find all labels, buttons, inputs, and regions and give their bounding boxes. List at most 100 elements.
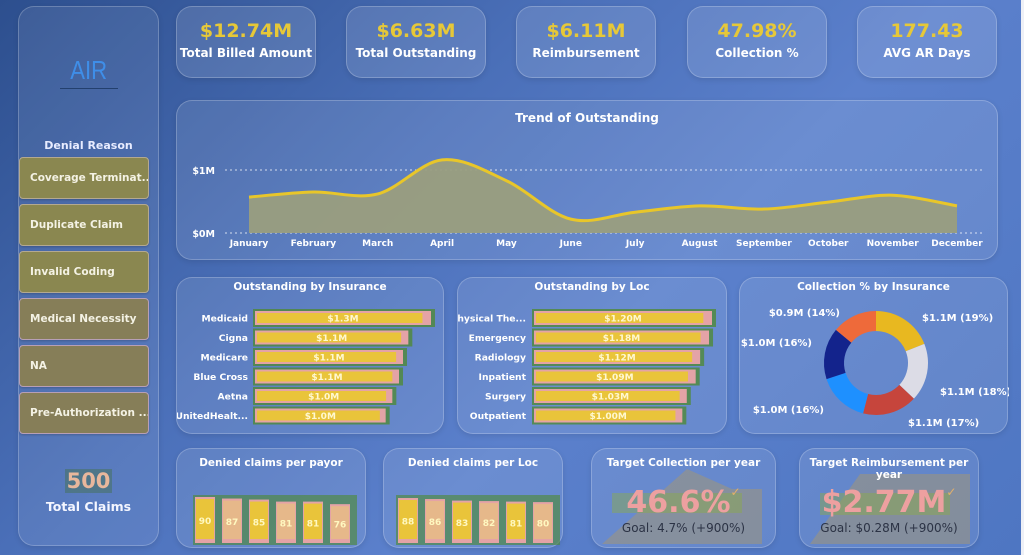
x-tick-label: June xyxy=(559,239,582,249)
target-collection-goal: Goal: 4.7% (+900%) xyxy=(621,521,746,535)
target-collection-value: 46.6%✓ xyxy=(592,485,775,520)
bar xyxy=(536,410,676,421)
x-tick-label: May xyxy=(496,239,517,249)
total-claims-card: 500 Total Claims xyxy=(19,469,158,514)
data-label: $1.1M xyxy=(313,354,344,364)
donut-slice xyxy=(876,311,925,352)
category-label: Surgery xyxy=(485,392,526,403)
card-title: Target Collection per year xyxy=(606,457,761,469)
kpi-value: 47.98% xyxy=(717,20,797,42)
denial-reason-slicer-title: Denial Reason xyxy=(44,139,133,152)
bar xyxy=(257,371,393,382)
check-icon: ✓ xyxy=(730,485,741,499)
chart-title: Denied claims per payor xyxy=(199,457,343,469)
category-label: Radiology xyxy=(475,353,526,364)
logo: AIR xyxy=(19,55,158,89)
card-title: Target Reimbursement per year xyxy=(809,457,969,481)
kpi-total-outstanding: $6.63M Total Outstanding xyxy=(346,6,486,78)
column xyxy=(399,500,417,539)
category-label: Medicaid xyxy=(202,314,248,325)
data-label: $1.03M xyxy=(592,393,629,403)
column xyxy=(480,503,498,539)
highlight-band xyxy=(612,493,742,513)
category-label: Outpatient xyxy=(470,411,527,422)
data-label: $1.0M xyxy=(305,412,336,422)
check-icon: ✓ xyxy=(946,485,957,499)
data-label: $1.20M xyxy=(604,315,641,325)
donut-slice xyxy=(835,311,876,343)
data-label: 88 xyxy=(402,518,415,528)
bar xyxy=(536,391,680,401)
category-label: Cigna xyxy=(219,333,248,344)
column xyxy=(196,499,214,539)
target-value-text: 46.6% xyxy=(626,485,731,520)
kpi-collection-pct: 47.98% Collection % xyxy=(687,6,827,78)
kpi-reimbursement: $6.11M Reimbursement xyxy=(516,6,656,78)
slicer-item-medical-necessity[interactable]: Medical Necessity xyxy=(19,298,149,340)
x-tick-label: October xyxy=(808,239,849,249)
goal-shape xyxy=(602,469,762,544)
target-collection-bg-shape xyxy=(602,469,762,544)
category-label: UnitedHealt... xyxy=(177,411,248,422)
collection-by-insurance-chart: Collection % by Insurance $1.1M (19%) $1.… xyxy=(739,277,1009,434)
logo-underline xyxy=(59,88,118,89)
donut-slice xyxy=(826,372,869,414)
bar xyxy=(536,313,704,323)
column xyxy=(277,503,295,539)
kpi-label: Collection % xyxy=(715,46,799,60)
kpi-value: 177.43 xyxy=(890,20,964,42)
slicer-item-na[interactable]: NA xyxy=(19,345,149,387)
data-label: $1.0M xyxy=(308,393,339,403)
bar xyxy=(257,391,387,401)
bar xyxy=(536,371,688,382)
chart-title: Outstanding by Loc xyxy=(534,281,650,293)
category-label: Blue Cross xyxy=(193,372,248,383)
loc-columns: 88 86 83 82 81 80 xyxy=(396,495,560,545)
slicer-item-duplicate-claim[interactable]: Duplicate Claim xyxy=(19,204,149,246)
slice-label: $1.1M (19%) xyxy=(922,313,993,324)
slicer-item-invalid-coding[interactable]: Invalid Coding xyxy=(19,251,149,293)
slicer-item-pre-authorization[interactable]: Pre-Authorization ... xyxy=(19,392,149,434)
sidebar: AIR Denial Reason Coverage Terminat... D… xyxy=(18,6,159,546)
denied-claims-per-payor-chart: Denied claims per payor 90 87 85 81 81 76 xyxy=(176,448,366,548)
window-edge xyxy=(1021,0,1024,555)
chart-title: Trend of Outstanding xyxy=(515,111,659,125)
category-label: Aetna xyxy=(218,392,248,403)
data-label: 81 xyxy=(510,519,523,529)
data-label: 80 xyxy=(537,520,550,530)
data-label: 87 xyxy=(226,518,239,528)
column xyxy=(304,503,322,539)
donut-slice xyxy=(863,384,914,415)
bar xyxy=(536,332,701,343)
slice-label: $1.0M (16%) xyxy=(741,338,812,349)
category-label: Emergency xyxy=(469,333,526,344)
kpi-value: $6.11M xyxy=(546,20,626,42)
slice-label: $1.0M (16%) xyxy=(753,405,824,416)
category-label: Medicare xyxy=(200,353,248,364)
column xyxy=(534,504,552,539)
slice-label: $1.1M (17%) xyxy=(908,418,979,429)
data-label: 83 xyxy=(456,519,469,529)
loc-bars: Physical The... $1.20M Emergency $1.18M Radi… xyxy=(458,309,716,425)
trend-area xyxy=(249,159,957,233)
data-label: 81 xyxy=(307,519,320,529)
data-label: $1.09M xyxy=(596,373,633,383)
column xyxy=(331,506,349,539)
slicer-item-coverage-terminated[interactable]: Coverage Terminat... xyxy=(19,157,149,199)
total-claims-label: Total Claims xyxy=(45,499,132,514)
slice-label: $1.1M (18%) xyxy=(940,387,1009,398)
donut-slice xyxy=(824,329,852,380)
insurance-bars: Medicaid $1.3M Cigna $1.1M Medicare $1.1M Blue… xyxy=(177,309,435,425)
kpi-total-billed: $12.74M Total Billed Amount xyxy=(176,6,316,78)
data-label: $1.3M xyxy=(327,315,358,325)
chart-title: Denied claims per Loc xyxy=(407,457,539,469)
data-label: $1.1M xyxy=(316,334,347,344)
x-tick-label: December xyxy=(931,239,983,249)
x-tick-label: September xyxy=(736,239,792,249)
column xyxy=(453,502,471,539)
kpi-avg-ar-days: 177.43 AVG AR Days xyxy=(857,6,997,78)
y-tick-label: $0M xyxy=(192,229,215,240)
logo-text: AIR xyxy=(70,55,107,85)
kpi-label: Total Billed Amount xyxy=(179,46,313,60)
data-label: 82 xyxy=(483,519,496,529)
